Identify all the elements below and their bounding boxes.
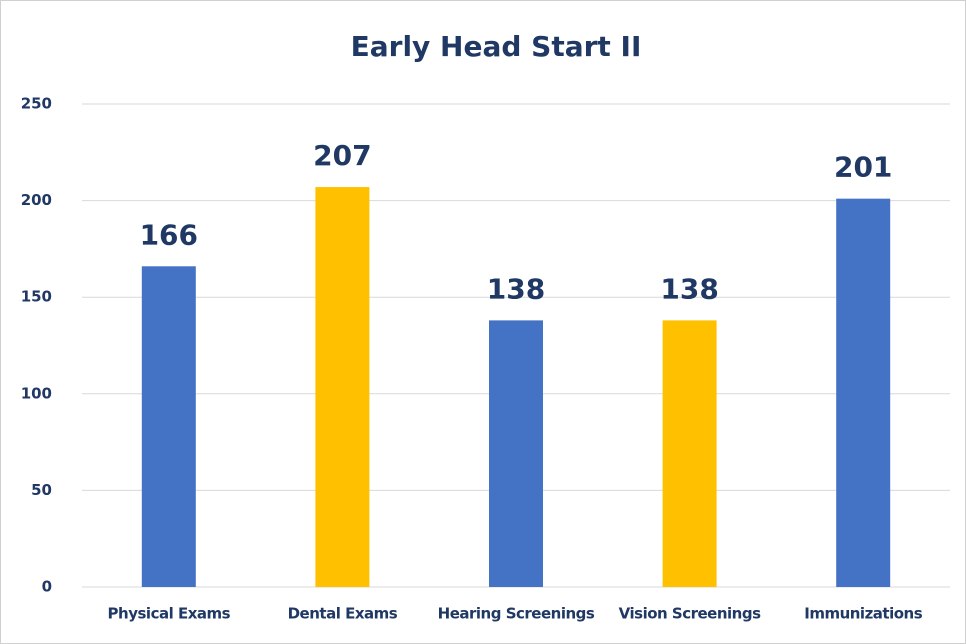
data-label: 166 xyxy=(140,218,198,251)
bar xyxy=(141,266,196,587)
bar xyxy=(662,320,717,587)
data-label: 138 xyxy=(487,272,545,305)
y-tick-label: 150 xyxy=(21,288,52,306)
y-tick-label: 0 xyxy=(42,578,52,596)
data-label: 138 xyxy=(660,272,718,305)
bar xyxy=(315,187,370,588)
x-tick-label: Hearing Screenings xyxy=(438,605,595,623)
y-tick-label: 250 xyxy=(21,95,52,113)
y-tick-label: 50 xyxy=(31,481,52,499)
x-tick-label: Immunizations xyxy=(804,605,922,623)
y-tick-label: 100 xyxy=(21,384,52,402)
data-label: 201 xyxy=(834,151,892,184)
x-tick-label: Vision Screenings xyxy=(619,605,761,623)
bar xyxy=(489,320,543,587)
x-tick-label: Dental Exams xyxy=(288,605,398,623)
x-tick-label: Physical Exams xyxy=(108,605,231,623)
chart-title: Early Head Start II xyxy=(351,30,642,63)
bar xyxy=(836,198,891,587)
y-tick-label: 200 xyxy=(21,191,52,209)
data-label: 207 xyxy=(313,139,371,172)
